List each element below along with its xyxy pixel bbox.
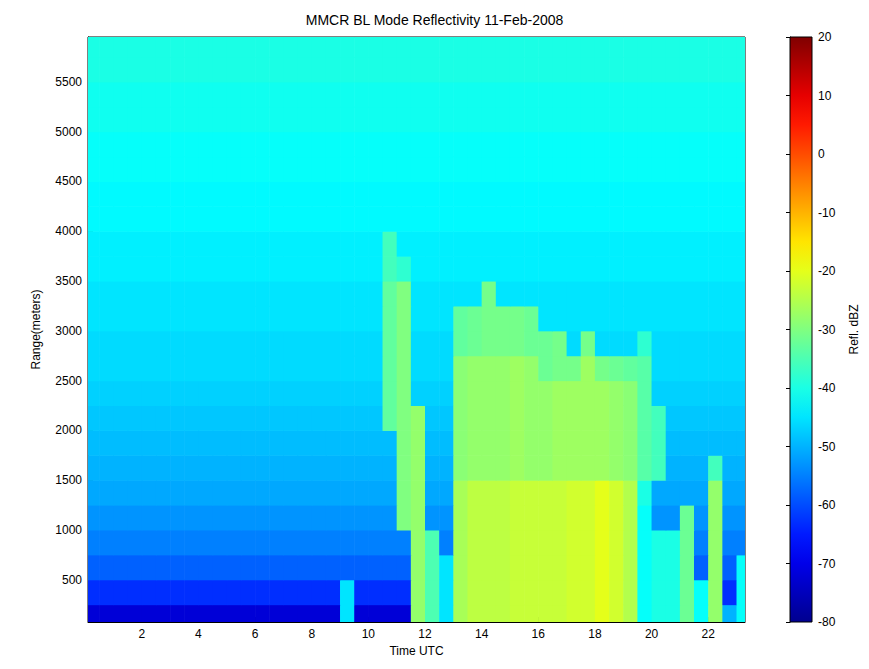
svg-text:1000: 1000 xyxy=(55,523,82,537)
svg-text:18: 18 xyxy=(588,627,602,641)
svg-text:500: 500 xyxy=(62,573,82,587)
svg-text:-10: -10 xyxy=(818,206,836,220)
svg-text:4500: 4500 xyxy=(55,174,82,188)
svg-text:2: 2 xyxy=(138,627,145,641)
svg-text:3500: 3500 xyxy=(55,274,82,288)
svg-text:-50: -50 xyxy=(818,440,836,454)
svg-text:4: 4 xyxy=(195,627,202,641)
svg-text:0: 0 xyxy=(818,147,825,161)
svg-text:-70: -70 xyxy=(818,557,836,571)
svg-text:12: 12 xyxy=(418,627,432,641)
svg-text:Range(meters): Range(meters) xyxy=(29,289,43,369)
svg-text:5000: 5000 xyxy=(55,125,82,139)
svg-text:-60: -60 xyxy=(818,498,836,512)
svg-text:-40: -40 xyxy=(818,381,836,395)
svg-text:Time UTC: Time UTC xyxy=(389,644,444,658)
svg-text:20: 20 xyxy=(818,30,832,44)
svg-text:8: 8 xyxy=(308,627,315,641)
svg-text:14: 14 xyxy=(475,627,489,641)
svg-text:4000: 4000 xyxy=(55,224,82,238)
svg-text:2000: 2000 xyxy=(55,423,82,437)
svg-text:-80: -80 xyxy=(818,615,836,629)
svg-text:22: 22 xyxy=(702,627,716,641)
svg-text:6: 6 xyxy=(252,627,259,641)
svg-text:3000: 3000 xyxy=(55,324,82,338)
svg-text:1500: 1500 xyxy=(55,473,82,487)
svg-text:-30: -30 xyxy=(818,323,836,337)
svg-text:5500: 5500 xyxy=(55,75,82,89)
svg-text:Refl. dBZ: Refl. dBZ xyxy=(847,304,861,354)
svg-text:16: 16 xyxy=(532,627,546,641)
svg-text:MMCR BL Mode Reflectivity 11-F: MMCR BL Mode Reflectivity 11-Feb-2008 xyxy=(306,12,564,28)
svg-text:-20: -20 xyxy=(818,264,836,278)
svg-text:10: 10 xyxy=(818,89,832,103)
svg-text:2500: 2500 xyxy=(55,374,82,388)
svg-text:20: 20 xyxy=(645,627,659,641)
svg-text:10: 10 xyxy=(362,627,376,641)
